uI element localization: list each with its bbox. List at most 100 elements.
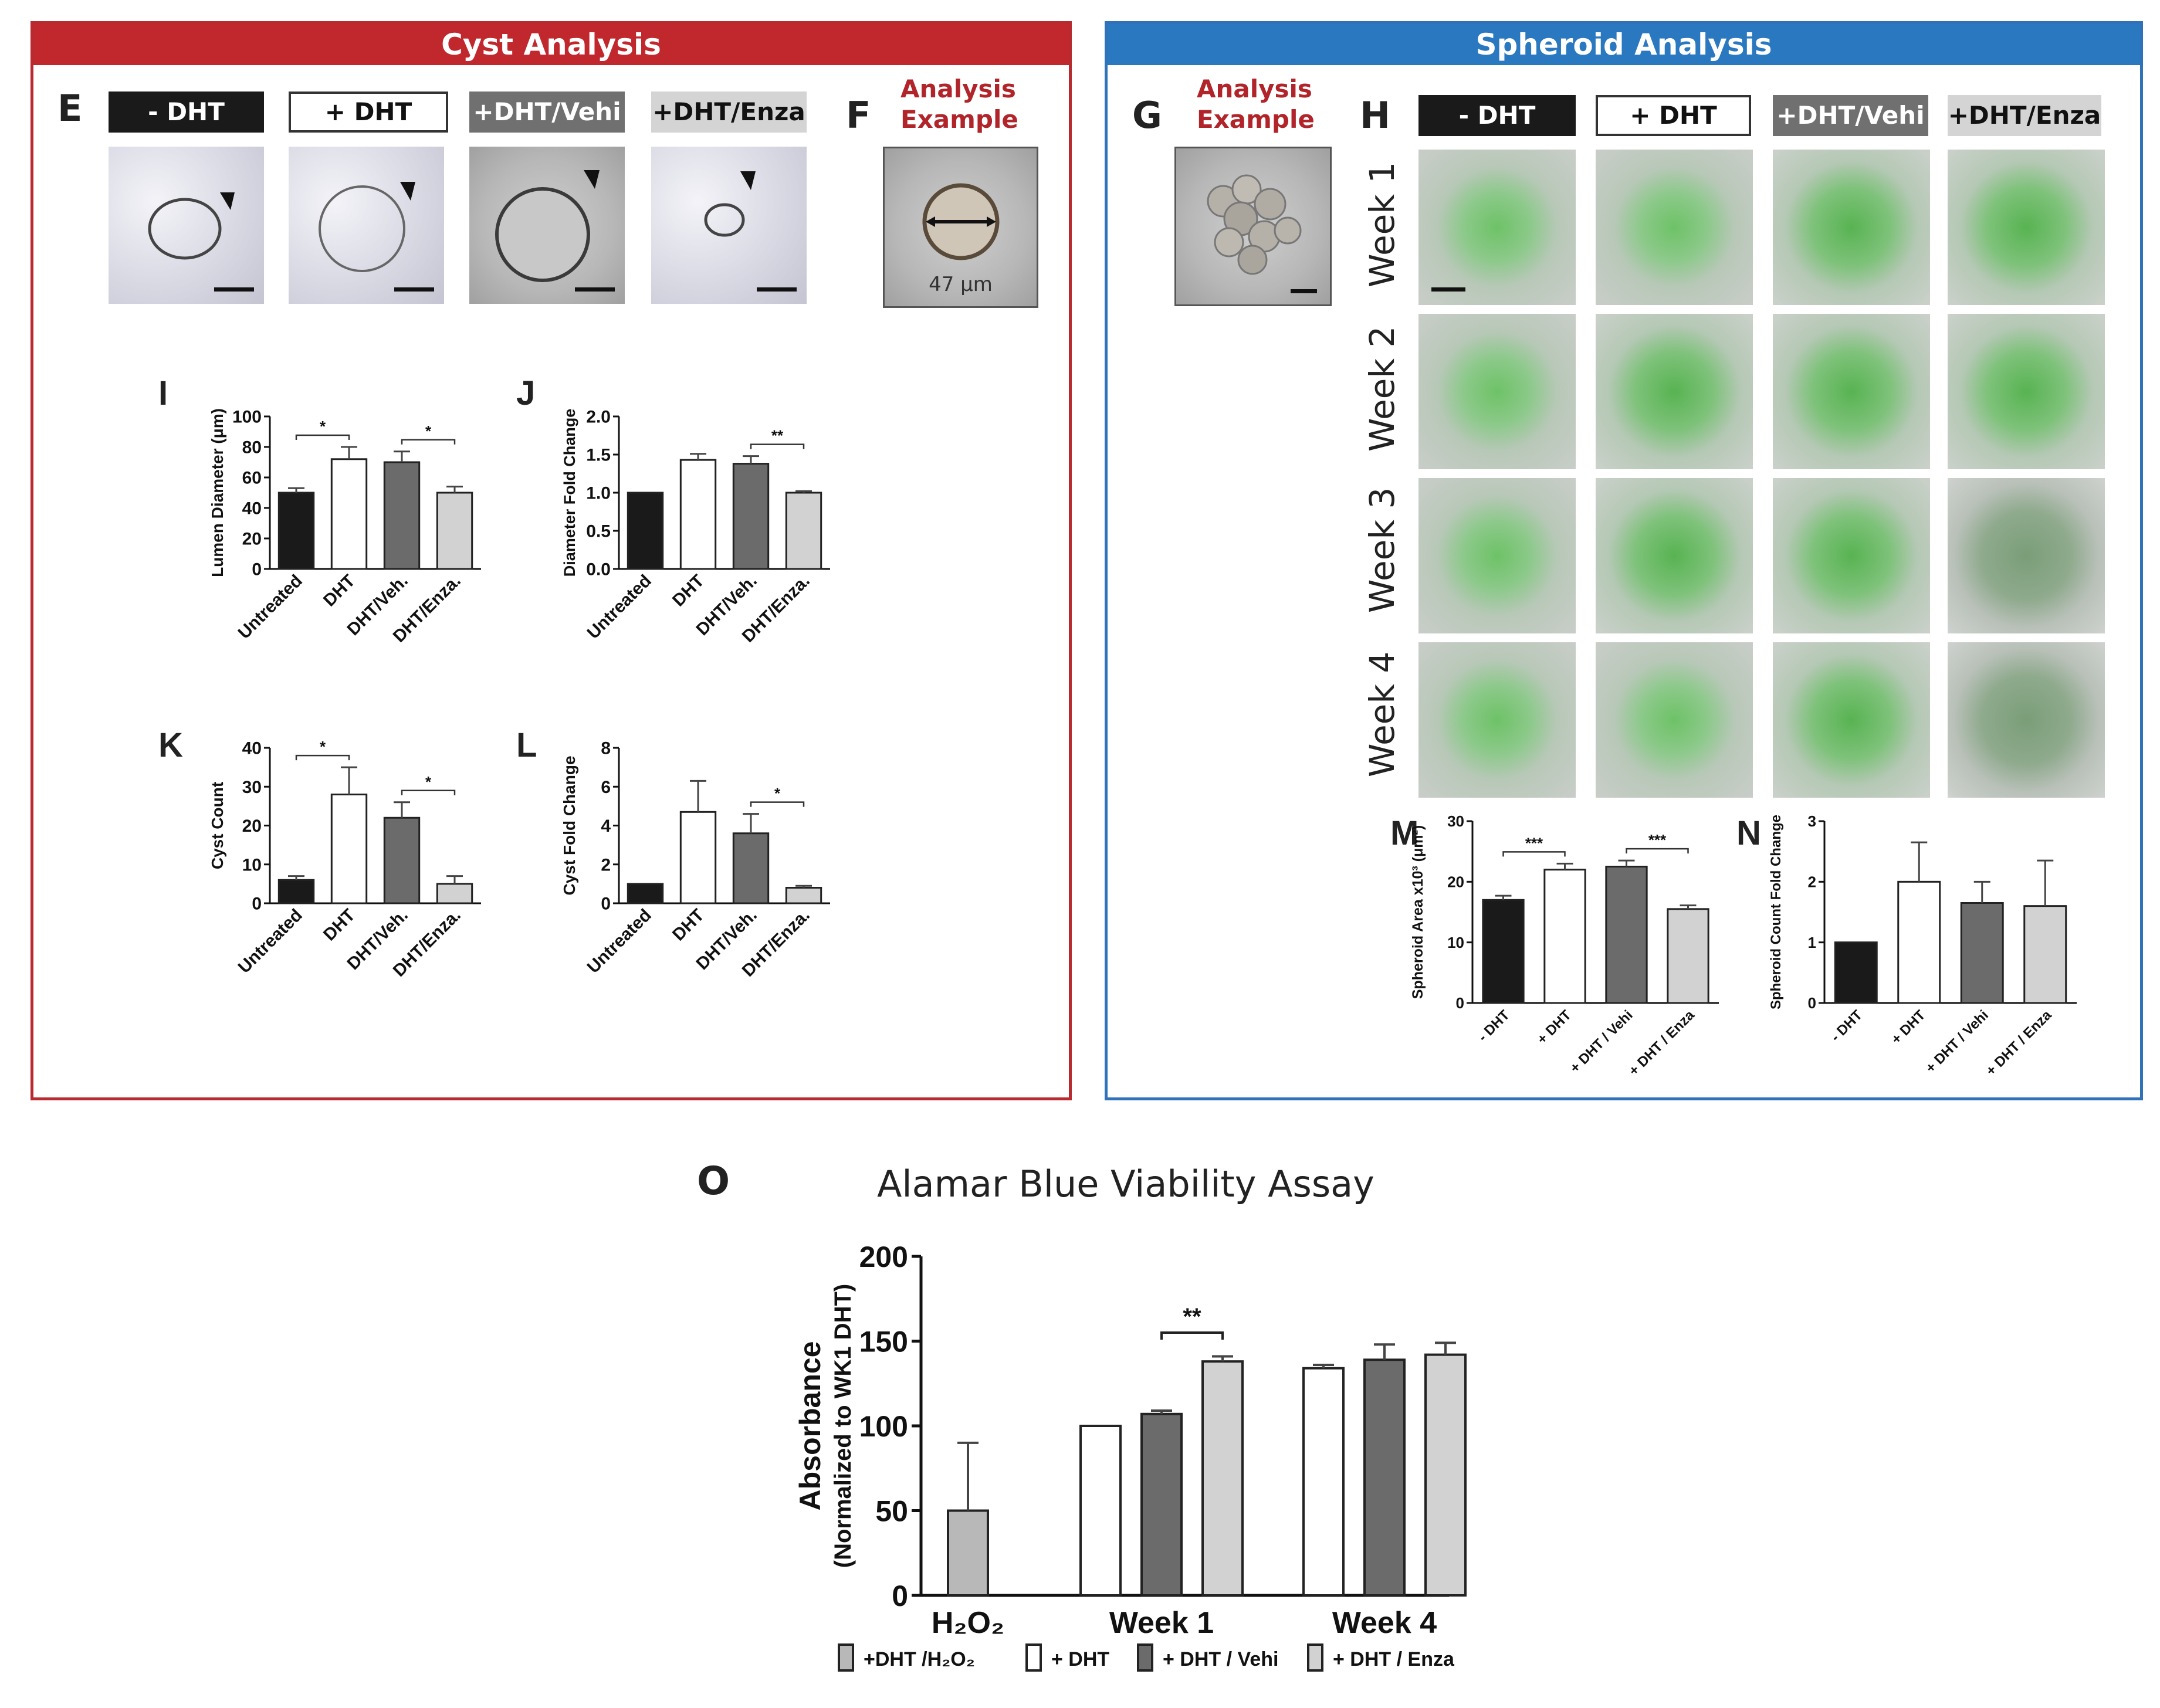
bar	[1667, 908, 1709, 1004]
y-tick-label: 6	[601, 778, 611, 797]
cyst-analysis-example-image: 47 μm	[883, 147, 1038, 308]
y-tick-label: 0.0	[586, 560, 611, 580]
spheroid-image	[1773, 478, 1930, 633]
cyst-image-dht-enza	[651, 147, 807, 304]
bar	[330, 458, 368, 570]
y-tick-label: 30	[1447, 812, 1464, 830]
y-tick-label: 0.5	[586, 522, 611, 541]
spheroid-image	[1418, 314, 1576, 469]
y-tick-label: 3	[1808, 812, 1816, 830]
spheroid-header-dht-vehi: +DHT/Vehi	[1773, 95, 1928, 136]
spheroid-image	[1418, 642, 1576, 798]
bar	[1897, 880, 1941, 1004]
y-tick-label: 0	[1456, 994, 1464, 1012]
significance-label: ***	[1648, 831, 1667, 849]
y-tick-label: 8	[601, 739, 611, 758]
y-axis-label: Spheroid Count Fold Change	[1768, 815, 1784, 1009]
x-tick-label: Untreated	[584, 906, 655, 977]
spheroid-image	[1948, 314, 2105, 469]
y-tick-label: 40	[242, 739, 262, 758]
significance-bracket	[401, 789, 456, 795]
spheroid-header-minus-dht: - DHT	[1418, 95, 1576, 136]
legend-label: + DHT	[1051, 1648, 1109, 1670]
y-axis-label: Spheroid Area x10³ (μm²)	[1410, 825, 1426, 999]
bar	[383, 816, 421, 904]
x-tick-label: DHT	[669, 571, 708, 611]
bar	[277, 879, 315, 904]
panel-label-i: I	[158, 374, 168, 412]
bar	[1302, 1367, 1345, 1597]
significance-bracket	[1626, 848, 1689, 854]
significance-bracket	[750, 801, 805, 807]
cyst-header-dht-vehi: +DHT/Vehi	[469, 92, 625, 133]
significance-bracket	[1160, 1331, 1224, 1340]
y-tick-label: 2.0	[586, 408, 611, 427]
y-tick-label: 100	[859, 1410, 908, 1443]
panel-label-l: L	[516, 726, 537, 764]
cyst-analysis-example-line2: Example	[900, 105, 1018, 134]
scale-bar	[394, 287, 434, 292]
week-label-2: Week 2	[1362, 326, 1402, 452]
spheroid-image	[1773, 314, 1930, 469]
chart-lumen-diameter: I 0 20 40 60 80 100 Lumen Diameter (μm) Untreate…	[158, 374, 481, 646]
panel-label-h: H	[1360, 94, 1390, 137]
x-group-label: Week 4	[1332, 1606, 1437, 1640]
cyst-header-plus-dht: + DHT	[289, 92, 448, 133]
scale-bar	[1291, 289, 1317, 293]
y-tick-label: 2	[1808, 873, 1816, 890]
y-tick-label: 1.0	[586, 484, 611, 503]
scale-bar	[757, 287, 797, 292]
y-tick-label: 0	[892, 1580, 908, 1612]
y-tick-label: 0	[252, 560, 262, 580]
bar	[1543, 869, 1586, 1004]
bar	[1201, 1360, 1244, 1597]
spheroid-image	[1948, 642, 2105, 798]
bar	[1960, 902, 2004, 1004]
chart-diameter-fold-change: J 0.0 0.5 1.0 1.5 2.0 Diameter Fold Change Untr…	[516, 374, 830, 646]
x-tick-label: Untreated	[235, 906, 306, 977]
y-axis-label: Cyst Count	[208, 782, 226, 869]
cyst-header-minus-dht: - DHT	[109, 92, 264, 133]
significance-label: **	[771, 427, 784, 445]
y-axis-label: Diameter Fold Change	[561, 409, 578, 577]
y-tick-label: 150	[859, 1326, 908, 1358]
legend-swatch	[838, 1643, 854, 1672]
y-axis-label: Cyst Fold Change	[560, 755, 578, 895]
bar	[1605, 866, 1648, 1004]
bar	[1834, 941, 1878, 1004]
bar	[277, 492, 315, 570]
y-tick-label: 2	[601, 855, 611, 875]
spheroid-image	[1596, 150, 1753, 305]
significance-label: *	[425, 773, 432, 791]
significance-label: **	[1183, 1304, 1201, 1330]
y-tick-label: 1	[1808, 934, 1816, 951]
arrowhead-icon	[220, 192, 235, 210]
spheroid-image	[1596, 642, 1753, 798]
x-tick-label: Untreated	[584, 571, 655, 643]
panel-label-k: K	[158, 726, 183, 764]
y-tick-label: 20	[242, 816, 262, 836]
legend-swatch	[1307, 1643, 1323, 1672]
y-tick-label: 30	[242, 778, 262, 797]
panel-label-j: J	[516, 374, 535, 412]
bar	[1363, 1358, 1406, 1597]
spheroid-image	[1773, 150, 1930, 305]
legend-label: + DHT / Vehi	[1163, 1648, 1278, 1670]
bar	[1424, 1353, 1467, 1597]
spheroid-image	[1418, 478, 1576, 633]
bar	[785, 887, 822, 904]
y-tick-label: 20	[242, 530, 262, 549]
spheroid-image	[1773, 642, 1930, 798]
chart-alamar-blue: 0 50 100 150 200 Absorbance (Normalized to WK1…	[794, 1241, 1467, 1672]
x-group-label: Week 1	[1109, 1606, 1214, 1640]
significance-label: *	[320, 418, 326, 435]
y-tick-label: 10	[1447, 934, 1464, 951]
panel-label-n: N	[1736, 814, 1761, 852]
y-tick-label: 10	[242, 855, 262, 875]
x-tick-label: + DHT	[1888, 1007, 1929, 1048]
panel-label-o: O	[697, 1158, 730, 1204]
y-tick-label: 0	[1808, 994, 1816, 1012]
bar	[947, 1509, 989, 1597]
bar	[330, 794, 368, 904]
spheroid-image	[1948, 478, 2105, 633]
